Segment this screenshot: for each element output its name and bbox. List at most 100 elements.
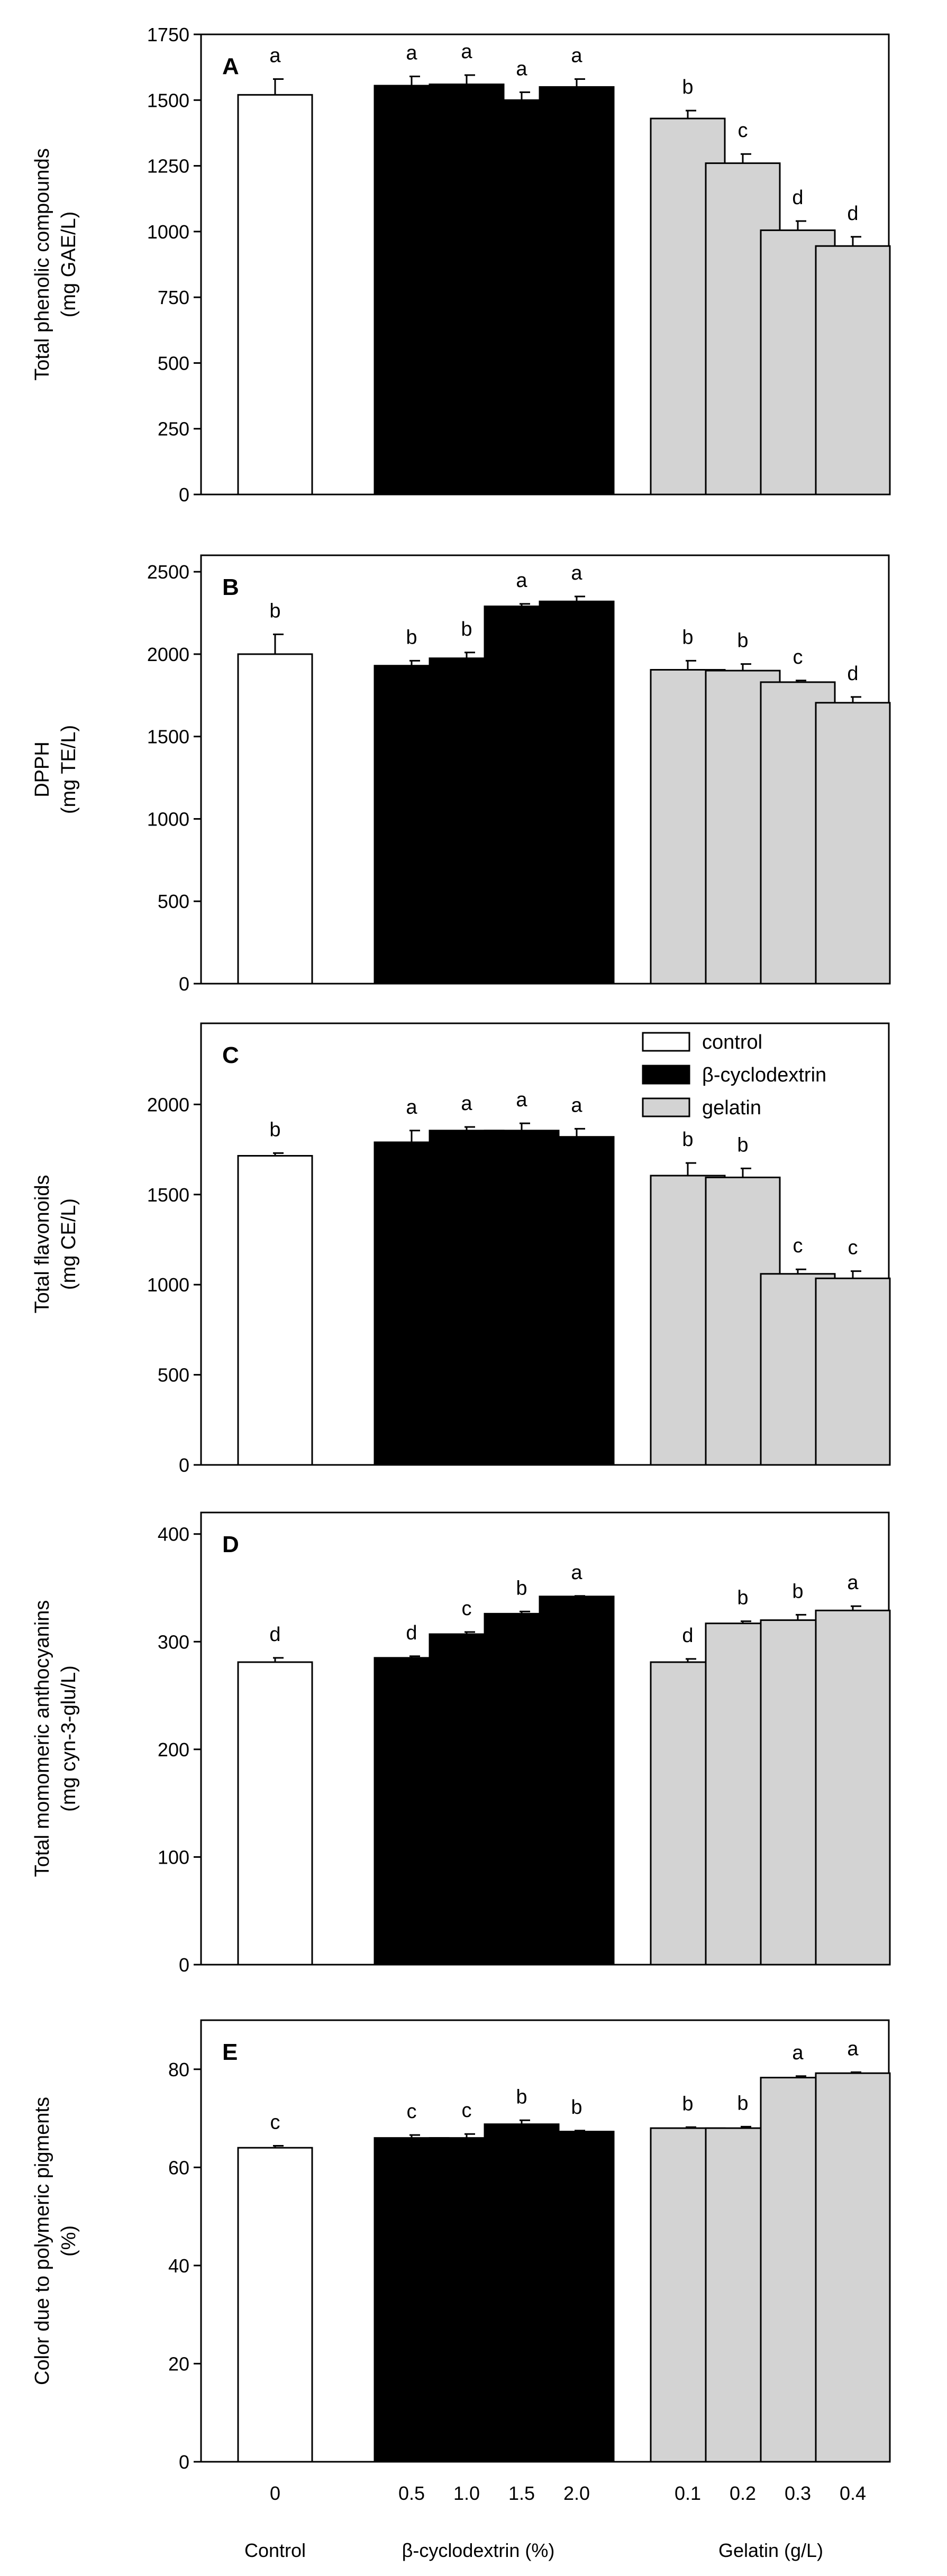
panel-letter: A — [222, 53, 239, 79]
panel-letter: E — [222, 2039, 238, 2065]
x-tick-label: 2.0 — [563, 2482, 590, 2504]
significance-letter: a — [571, 1094, 582, 1116]
y-tick-label: 500 — [158, 1364, 189, 1386]
y-tick-label: 1000 — [147, 808, 189, 830]
x-group-label-control: Control — [244, 2540, 306, 2561]
significance-letter: b — [682, 626, 693, 648]
significance-letter: c — [462, 1598, 472, 1620]
legend-label-cyclodextrin: β-cyclodextrin — [702, 1064, 826, 1086]
significance-letter: b — [737, 630, 748, 652]
significance-letter: c — [793, 1235, 803, 1257]
x-tick-label: 0 — [270, 2482, 280, 2504]
significance-letter: c — [738, 120, 748, 142]
significance-letter: d — [406, 1622, 417, 1644]
x-group-label-gelatin: Gelatin (g/L) — [718, 2540, 824, 2561]
significance-letter: c — [793, 646, 803, 668]
x-tick-label: 0.4 — [840, 2482, 866, 2504]
bar-control — [237, 1661, 313, 1966]
panel-b: 0 500 1000 1500 2000 2500 DPPH (mg TE/L) Bb b b a a b… — [31, 554, 891, 995]
bar-gelatin — [815, 245, 891, 496]
y-axis-label: Total phenolic compounds — [31, 148, 53, 380]
bar-control — [237, 653, 313, 985]
panel-letter: C — [222, 1042, 239, 1068]
significance-letter: a — [269, 45, 281, 67]
significance-letter: a — [792, 2042, 804, 2064]
y-tick-label: 2000 — [147, 644, 189, 665]
x-tick-label: 1.0 — [453, 2482, 480, 2504]
x-tick-label: 0.5 — [398, 2482, 425, 2504]
bar-control — [237, 94, 313, 496]
y-tick-label: 0 — [179, 1454, 189, 1476]
significance-letter: d — [682, 1625, 693, 1647]
bar-control — [237, 2147, 313, 2463]
x-tick-label: 0.3 — [785, 2482, 811, 2504]
y-axis-label-units: (%) — [58, 2225, 80, 2257]
panel-letter: B — [222, 574, 239, 600]
significance-letter: b — [516, 2086, 527, 2108]
significance-letter: a — [847, 2038, 859, 2060]
significance-letter: d — [847, 203, 858, 225]
significance-letter: a — [406, 1096, 417, 1119]
y-axis-label-units: (mg cyn-3-glu/L) — [58, 1665, 80, 1812]
bar-cyclodextrin — [539, 2131, 615, 2463]
x-tick-label: 1.5 — [508, 2482, 535, 2504]
y-axis-label-units: (mg GAE/L) — [58, 212, 80, 318]
y-tick-label: 0 — [179, 973, 189, 995]
y-axis-label: Total flavonoids — [31, 1175, 53, 1314]
significance-letter: a — [571, 45, 582, 67]
y-tick-label: 1000 — [147, 221, 189, 243]
significance-letter: b — [269, 1119, 280, 1141]
significance-letter: a — [516, 1089, 527, 1111]
bar-cyclodextrin — [539, 600, 615, 985]
y-tick-label: 300 — [158, 1631, 189, 1653]
bar-cyclodextrin — [539, 86, 615, 496]
significance-letter: b — [571, 2096, 582, 2119]
significance-letter: b — [682, 1129, 693, 1151]
y-tick-label: 80 — [168, 2059, 189, 2080]
significance-letter: a — [571, 1562, 582, 1584]
x-tick-label: 0.1 — [675, 2482, 701, 2504]
significance-letter: b — [737, 1587, 748, 1609]
y-tick-label: 750 — [158, 287, 189, 308]
significance-letter: b — [737, 1134, 748, 1156]
significance-letter: a — [406, 42, 417, 65]
y-tick-label: 500 — [158, 352, 189, 374]
y-axis-label: Color due to polymeric pigments — [31, 2097, 53, 2385]
significance-letter: b — [792, 1580, 803, 1602]
y-tick-label: 0 — [179, 484, 189, 506]
x-tick-label: 0.2 — [730, 2482, 756, 2504]
bar-gelatin — [815, 702, 891, 985]
y-axis-label: Total momomeric anthocyanins — [31, 1600, 53, 1877]
y-tick-label: 0 — [179, 1954, 189, 1976]
significance-letter: b — [269, 600, 280, 622]
significance-letter: b — [737, 2092, 748, 2114]
y-axis-label: DPPH — [31, 741, 53, 797]
significance-letter: d — [269, 1624, 280, 1646]
panel-a: 0 250 500 750 1000 1250 1500 1750 Total phenolic… — [31, 24, 891, 506]
bar-control — [237, 1155, 313, 1466]
significance-letter: a — [571, 562, 582, 584]
y-tick-label: 500 — [158, 891, 189, 912]
y-tick-label: 1500 — [147, 89, 189, 111]
y-tick-label: 1500 — [147, 726, 189, 748]
y-tick-label: 1250 — [147, 155, 189, 177]
y-tick-label: 2500 — [147, 561, 189, 583]
legend-swatch-gelatin — [642, 1097, 690, 1117]
y-tick-label: 40 — [168, 2255, 189, 2277]
significance-letter: b — [516, 1577, 527, 1599]
panel-c: 0 500 1000 1500 2000 Total flavonoids (mg CE/L… — [31, 1022, 891, 1476]
bar-gelatin — [815, 1277, 891, 1466]
significance-letter: b — [406, 626, 417, 648]
y-tick-label: 400 — [158, 1524, 189, 1545]
significance-letter: a — [461, 1093, 472, 1115]
y-tick-label: 60 — [168, 2157, 189, 2178]
significance-letter: c — [270, 2112, 280, 2134]
significance-letter: a — [847, 1572, 859, 1594]
y-tick-label: 0 — [179, 2451, 189, 2473]
legend-swatch-cyclodextrin — [642, 1065, 690, 1085]
panel-letter: D — [222, 1532, 239, 1557]
significance-letter: c — [848, 1237, 858, 1259]
significance-letter: d — [847, 663, 858, 685]
significance-letter: b — [461, 618, 472, 640]
y-tick-label: 100 — [158, 1846, 189, 1868]
